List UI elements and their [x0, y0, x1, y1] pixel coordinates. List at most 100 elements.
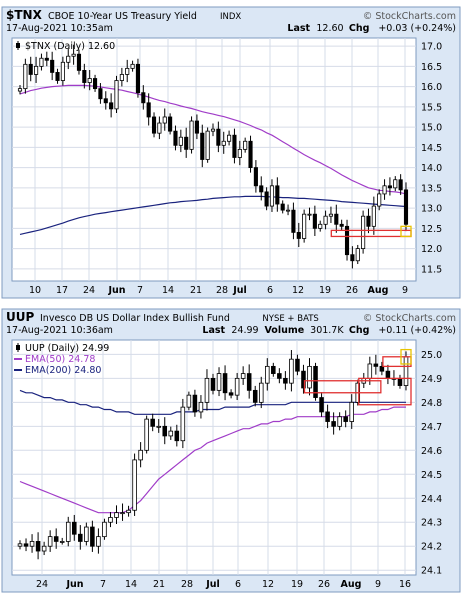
candle-body	[334, 213, 339, 225]
candle-body	[192, 394, 198, 413]
candle-body	[66, 55, 71, 63]
candle-body	[373, 363, 379, 367]
y-tick-label: 16.0	[421, 82, 442, 93]
candle-body	[319, 397, 324, 413]
candle-body	[328, 213, 334, 217]
candle-body	[194, 120, 199, 134]
candle-body	[285, 209, 291, 212]
y-tick-label: 24.2	[421, 542, 442, 553]
candle-body	[318, 223, 323, 229]
last-value: 12.60	[316, 23, 343, 34]
candle-body	[76, 53, 82, 71]
y-tick-label: 15.5	[421, 102, 442, 113]
candle-body	[186, 394, 192, 408]
x-tick-label: 9	[402, 285, 408, 296]
candle-body	[174, 430, 180, 442]
candle-body	[275, 185, 280, 205]
x-tick-label: 14	[125, 579, 137, 590]
candle-body	[232, 134, 237, 158]
y-tick-label: 24.1	[421, 566, 442, 577]
candle-body	[295, 358, 300, 372]
candle-body	[72, 521, 77, 535]
y-tick-label: 25.0	[421, 350, 442, 361]
candle-body	[265, 365, 270, 384]
candle-body	[371, 205, 376, 227]
candle-body	[92, 78, 98, 90]
candle-body	[210, 128, 216, 132]
candle-body	[109, 102, 114, 110]
date-line: 17-Aug-2021 10:35am	[6, 23, 113, 34]
y-tick-label: 14.5	[421, 143, 442, 154]
plot-area	[11, 37, 417, 282]
yellow-highlight-box	[400, 225, 412, 238]
candle-body	[204, 377, 210, 403]
candle-body	[313, 365, 318, 398]
y-tick-label: 24.6	[421, 446, 442, 457]
red-highlight-box	[303, 380, 382, 394]
legend-entry: UUP (Daily) 24.99	[25, 343, 109, 354]
y-tick-label: 16.5	[421, 62, 442, 73]
candle-body	[44, 57, 49, 61]
candle-body	[269, 185, 275, 207]
candle-body	[403, 356, 409, 386]
last-value: 24.99	[231, 325, 258, 336]
candle-body	[243, 140, 248, 150]
x-tick-label: 26	[318, 579, 330, 590]
volume-label: Volume	[264, 325, 304, 336]
candle-body	[253, 167, 258, 187]
candle-body	[227, 134, 232, 142]
candle-body	[65, 521, 71, 542]
candle-body	[138, 449, 143, 461]
candle-body	[162, 425, 168, 437]
instrument-name: Invesco DB US Dollar Index Bullish Fund	[40, 313, 230, 324]
candle-body	[259, 185, 264, 193]
x-tick-label: 9	[375, 579, 381, 590]
candle-body	[246, 373, 252, 391]
candle-body	[135, 63, 141, 94]
candle-body	[108, 517, 113, 523]
candle-body	[277, 373, 282, 379]
x-tick-label: 26	[346, 285, 358, 296]
candle-body	[162, 116, 167, 124]
x-tick-label: Jul	[232, 285, 247, 296]
legend-entry: EMA(200) 24.80	[25, 365, 101, 376]
candle-body	[60, 61, 65, 81]
candle-body	[403, 189, 409, 225]
candle-body	[291, 209, 296, 233]
y-tick-label: 24.8	[421, 398, 442, 409]
volume-value: 301.7K	[310, 325, 344, 336]
candle-body	[34, 65, 39, 75]
x-tick-label: 7	[137, 285, 143, 296]
candle-body	[198, 401, 204, 413]
candle-body	[23, 63, 28, 90]
candle-body	[221, 140, 226, 146]
x-tick-label: Jul	[205, 579, 220, 590]
candle-body	[350, 254, 355, 262]
x-tick-label: 16	[399, 579, 411, 590]
red-highlight-box	[358, 377, 412, 406]
candle-body	[102, 521, 107, 538]
candle-body	[302, 213, 307, 239]
candle-body	[205, 130, 210, 160]
candle-body	[252, 389, 258, 403]
candle-body	[301, 370, 306, 389]
candle-body	[168, 430, 174, 437]
y-tick-label: 13.0	[421, 204, 442, 215]
candle-body	[343, 416, 348, 422]
y-tick-label: 12.0	[421, 244, 442, 255]
change-label: Chg	[349, 325, 370, 336]
candle-body	[17, 543, 23, 547]
candle-body	[283, 377, 288, 384]
y-tick-label: 11.5	[421, 264, 442, 275]
x-tick-label: 12	[292, 285, 304, 296]
x-tick-label: 24	[83, 285, 95, 296]
date-line: 17-Aug-2021 10:36am	[6, 325, 113, 336]
candle-body	[35, 541, 41, 552]
y-tick-label: 17.0	[421, 42, 442, 53]
candle-body	[379, 365, 385, 372]
exchange-label: NYSE + BATS	[262, 314, 318, 324]
candle-body	[50, 59, 55, 73]
candle-body	[398, 179, 403, 191]
candle-body	[237, 148, 242, 158]
